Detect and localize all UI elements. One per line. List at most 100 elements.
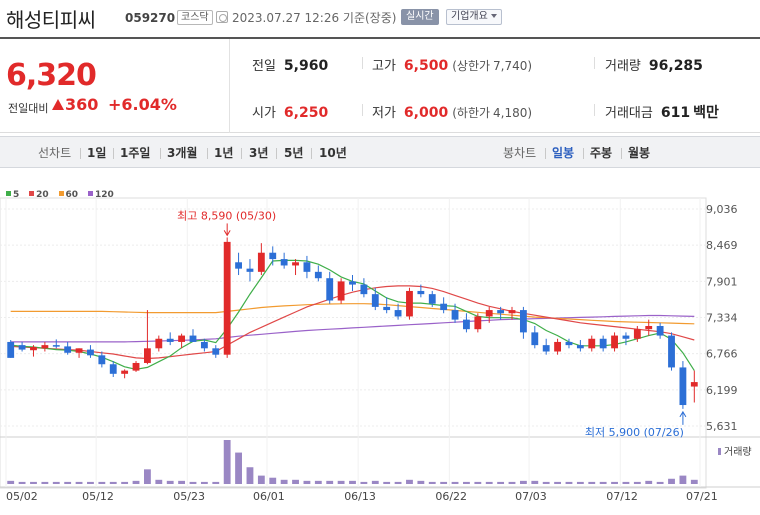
candle-body bbox=[223, 241, 231, 355]
volume-bar bbox=[542, 481, 550, 484]
tab-daily[interactable]: 일봉 bbox=[552, 146, 575, 160]
volume-bar bbox=[326, 480, 334, 484]
ma-line-ma60 bbox=[10, 303, 695, 325]
x-tick-label: 06/01 bbox=[253, 490, 285, 503]
candle-body bbox=[212, 348, 220, 355]
volume-bar bbox=[52, 481, 60, 484]
candle-body bbox=[166, 338, 174, 342]
stock-code: 059270 bbox=[125, 11, 176, 25]
candle-body bbox=[656, 326, 664, 336]
change-percent: +6.04% bbox=[108, 95, 177, 114]
volume-bar bbox=[257, 475, 265, 484]
candle-body bbox=[576, 345, 584, 349]
candle-body bbox=[622, 335, 630, 339]
high-arrow-head bbox=[223, 230, 231, 237]
volume-bar bbox=[576, 481, 584, 484]
high-label: 고가 bbox=[372, 59, 396, 74]
volume-bar bbox=[417, 480, 425, 484]
tab-10y[interactable]: 10년 bbox=[319, 146, 347, 160]
stock-header: 해성티피씨 059270 코스닥 2023.07.27 12:26 기준(장중)… bbox=[0, 0, 760, 36]
tab-3y[interactable]: 3년 bbox=[249, 146, 269, 160]
candle-body bbox=[200, 341, 208, 349]
volume-bar bbox=[30, 481, 37, 484]
volume-bar bbox=[383, 481, 391, 484]
candle-body bbox=[565, 341, 573, 346]
current-price-panel: 6,320 전일대비 360 +6.04% bbox=[0, 39, 230, 133]
tab-1d[interactable]: 1일 bbox=[87, 146, 107, 160]
realtime-button[interactable]: 실시간 bbox=[401, 9, 439, 25]
volume-bar bbox=[87, 481, 94, 484]
tab-weekly[interactable]: 주봉 bbox=[590, 146, 613, 160]
x-tick-label: 07/03 bbox=[515, 490, 547, 503]
candle-body bbox=[178, 335, 186, 342]
timestamp: 2023.07.27 12:26 기준(장중) bbox=[232, 11, 397, 25]
candle-body bbox=[109, 364, 117, 374]
x-tick-label: 06/13 bbox=[344, 490, 376, 503]
candle-body bbox=[394, 310, 402, 317]
volume-bar bbox=[406, 479, 413, 484]
change-label: 전일대비 bbox=[8, 102, 49, 115]
prev-close-label: 전일 bbox=[252, 59, 276, 74]
y-tick-label: 8,469 bbox=[706, 239, 738, 252]
company-info-dropdown[interactable]: 기업개요 bbox=[446, 9, 502, 25]
volume-bar bbox=[360, 481, 368, 484]
volume-bar bbox=[200, 481, 208, 484]
candle-body bbox=[75, 348, 83, 353]
stock-name: 해성티피씨 bbox=[6, 8, 96, 32]
prev-close-value: 5,960 bbox=[283, 58, 329, 74]
low-annotation: 최저 5,900 (07/26) bbox=[585, 426, 684, 439]
candle-body bbox=[690, 382, 698, 387]
low-arrow-head bbox=[679, 410, 687, 418]
price-chart[interactable]: 9,036 8,469 7,901 7,334 6,766 6,199 5,631 05/02… bbox=[0, 168, 760, 515]
volume-bar bbox=[144, 469, 151, 484]
candle-body bbox=[531, 332, 539, 346]
current-price: 6,320 bbox=[6, 58, 97, 93]
candle-body bbox=[87, 349, 94, 356]
tab-monthly[interactable]: 월봉 bbox=[628, 146, 651, 160]
tab-1y[interactable]: 1년 bbox=[214, 146, 234, 160]
tab-1w[interactable]: 1주일 bbox=[120, 146, 151, 160]
volume-bar bbox=[611, 481, 618, 484]
candle-body bbox=[599, 338, 607, 349]
company-info-label: 기업개요 bbox=[451, 11, 488, 22]
candle-body bbox=[668, 335, 675, 368]
tab-3m[interactable]: 3개월 bbox=[167, 146, 198, 160]
lower-limit-value: 4,180) bbox=[493, 106, 533, 120]
tab-5y[interactable]: 5년 bbox=[284, 146, 304, 160]
change-value: 360 bbox=[65, 95, 99, 114]
candle-body bbox=[64, 346, 72, 353]
y-tick-label: 7,901 bbox=[706, 275, 738, 288]
candle-body bbox=[508, 310, 516, 314]
volume-bar bbox=[303, 480, 311, 484]
candle-body bbox=[98, 355, 106, 365]
price-summary: 6,320 전일대비 360 +6.04% 전일 5,960 고가 6,500 (상한… bbox=[0, 37, 760, 133]
volume-bar bbox=[314, 480, 322, 484]
high-value: 6,500 bbox=[403, 58, 449, 74]
volume-bar bbox=[622, 481, 630, 484]
volume-bar bbox=[235, 452, 242, 484]
x-tick-label: 05/23 bbox=[173, 490, 205, 503]
candle-body bbox=[371, 294, 379, 307]
candle-body bbox=[269, 252, 277, 260]
volume-bar bbox=[519, 480, 527, 484]
candle-body bbox=[189, 335, 197, 342]
candle-body bbox=[144, 348, 151, 363]
volume: 거래량 96,285 bbox=[605, 55, 703, 74]
open-price: 시가 6,250 bbox=[252, 102, 328, 121]
volume-bar bbox=[269, 477, 277, 484]
volume-bar bbox=[690, 479, 698, 484]
candle-body bbox=[303, 262, 311, 272]
high-price: 고가 6,500 (상한가 7,740) bbox=[372, 55, 532, 74]
volume-bar bbox=[656, 481, 664, 484]
candle-body bbox=[235, 262, 242, 269]
candle-body bbox=[314, 271, 322, 279]
legend-ma20: 20 bbox=[29, 190, 49, 200]
lower-limit-label: (하한가 bbox=[452, 106, 491, 120]
volume-bar bbox=[645, 480, 653, 484]
candle-body bbox=[155, 338, 163, 349]
candle-body bbox=[18, 345, 26, 350]
high-annotation: 최고 8,590 (05/30) bbox=[177, 209, 276, 222]
ma-line-ma20 bbox=[10, 285, 695, 360]
candle-body bbox=[121, 370, 129, 374]
candle-body bbox=[41, 345, 49, 349]
